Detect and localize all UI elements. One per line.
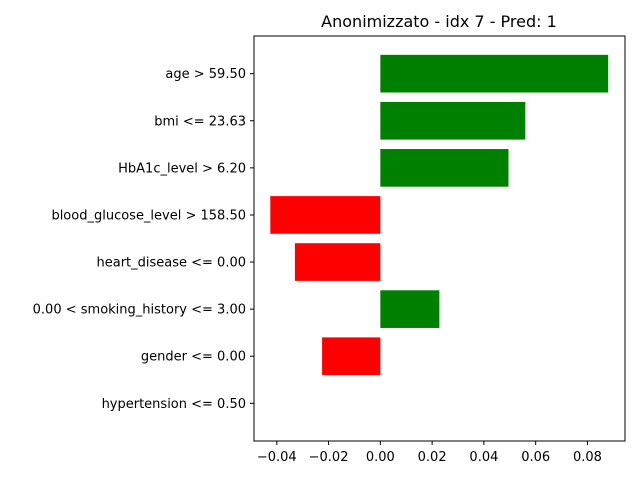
- x-tick-label-5: 0.06: [521, 450, 550, 465]
- x-tick-label-2: 0.00: [366, 450, 395, 465]
- bar-6: [322, 337, 381, 376]
- y-tick-label-6: gender <= 0.00: [141, 350, 246, 365]
- axes-frame: [253, 35, 626, 442]
- y-tick-label-0: age > 59.50: [165, 67, 246, 82]
- y-tick-label-4: heart_disease <= 0.00: [96, 256, 246, 271]
- bar-0: [380, 54, 609, 93]
- x-tick-label-3: 0.02: [418, 450, 447, 465]
- chart-title: Anonimizzato - idx 7 - Pred: 1: [321, 12, 557, 31]
- x-tick-label-6: 0.08: [573, 450, 602, 465]
- bar-4: [294, 243, 381, 281]
- y-tick-label-7: hypertension <= 0.50: [102, 397, 246, 412]
- y-tick-label-1: bmi <= 23.63: [154, 114, 246, 129]
- bar-1: [380, 101, 526, 140]
- x-tick-label-1: −0.02: [309, 450, 349, 465]
- x-tick-label-0: −0.04: [257, 450, 297, 465]
- y-tick-label-5: 0.00 < smoking_history <= 3.00: [33, 303, 246, 318]
- bar-3: [270, 196, 381, 234]
- plot-area: age > 59.50 bmi <= 23.63 HbA1c_level > 6.2…: [33, 35, 626, 465]
- x-tick-label-4: 0.04: [469, 450, 498, 465]
- y-tick-label-2: HbA1c_level > 6.20: [118, 161, 246, 176]
- bar-5: [380, 290, 440, 328]
- bar-2: [380, 149, 509, 187]
- y-tick-label-3: blood_glucose_level > 158.50: [51, 208, 246, 223]
